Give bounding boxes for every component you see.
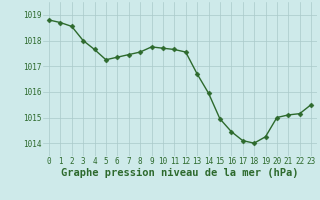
- X-axis label: Graphe pression niveau de la mer (hPa): Graphe pression niveau de la mer (hPa): [61, 168, 299, 178]
